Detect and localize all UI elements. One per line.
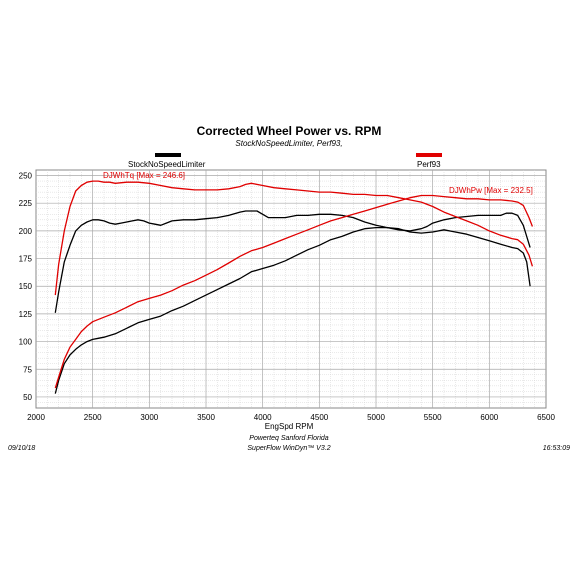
series-line-0 — [54, 210, 531, 313]
y-tick-label: 75 — [23, 365, 32, 374]
x-tick-label: 5500 — [424, 413, 442, 422]
annotation-power-max: DJWhPw [Max = 232.5] — [449, 186, 533, 195]
x-tick-label: 5000 — [367, 413, 385, 422]
legend-swatch-perf93 — [416, 153, 442, 157]
x-tick-label: 6500 — [537, 413, 555, 422]
y-tick-label: 175 — [19, 255, 33, 264]
y-tick-label: 50 — [23, 393, 32, 402]
annotation-torque-max: DJWhTq [Max = 246.6] — [103, 171, 185, 180]
footer-software: SuperFlow WinDyn™ V3.2 — [247, 445, 330, 452]
x-tick-label: 6000 — [480, 413, 498, 422]
chart-subtitle: StockNoSpeedLimiter, Perf93, — [235, 139, 342, 148]
x-tick-label: 3000 — [140, 413, 158, 422]
legend-label-perf93: Perf93 — [417, 160, 441, 169]
y-tick-label: 125 — [19, 310, 33, 319]
series-line-3 — [54, 194, 534, 389]
x-tick-label: 2000 — [27, 413, 45, 422]
footer-company: Powerteq Sanford Florida — [249, 435, 328, 442]
x-axis-label: EngSpd RPM — [265, 422, 314, 431]
y-tick-label: 200 — [19, 227, 33, 236]
footer-date: 09/10/18 — [8, 445, 35, 452]
legend-label-stock: StockNoSpeedLimiter — [128, 160, 206, 169]
series-layer — [54, 180, 534, 394]
grid-minor — [36, 170, 546, 408]
y-tick-label: 225 — [19, 199, 33, 208]
x-tick-label: 3500 — [197, 413, 215, 422]
y-axis-ticks: 50 75 100 125 150 175 200 225 250 — [19, 172, 33, 402]
y-tick-label: 150 — [19, 282, 33, 291]
y-tick-label: 100 — [19, 338, 33, 347]
chart-title: Corrected Wheel Power vs. RPM — [197, 124, 382, 138]
legend-swatch-stock — [155, 153, 181, 157]
series-line-2 — [54, 226, 531, 394]
x-tick-label: 4000 — [254, 413, 272, 422]
x-tick-label: 2500 — [84, 413, 102, 422]
legend: StockNoSpeedLimiter Perf93 — [128, 153, 442, 169]
series-line-1 — [54, 180, 534, 296]
x-tick-label: 4500 — [310, 413, 328, 422]
grid-major — [36, 170, 546, 408]
footer-time: 16:53:09 — [543, 445, 570, 452]
x-axis-ticks: 2000 2500 3000 3500 4000 4500 5000 5500 6000 6500 — [27, 413, 555, 422]
plot-area — [35, 169, 547, 409]
y-tick-label: 250 — [19, 172, 33, 181]
